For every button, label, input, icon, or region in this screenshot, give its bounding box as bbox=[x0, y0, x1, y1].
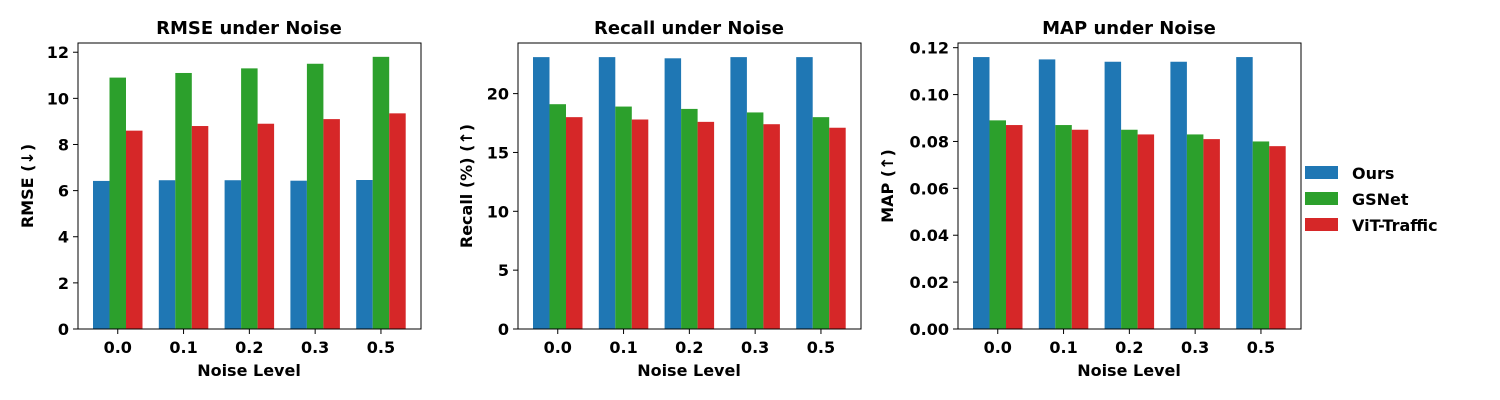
bar-vit-traffic-0-0 bbox=[126, 130, 143, 329]
bar-vit-traffic-0-2 bbox=[257, 123, 275, 329]
x-tick-label: 0.0 bbox=[984, 338, 1012, 357]
bar-ours-0-0 bbox=[93, 180, 110, 329]
bar-ours-0-3 bbox=[730, 57, 747, 330]
bar-ours-0-3 bbox=[290, 180, 307, 329]
bar-vit-traffic-0-1 bbox=[631, 119, 649, 329]
bar-gsnet-0-1 bbox=[1055, 125, 1072, 329]
x-tick-label: 0.3 bbox=[741, 338, 769, 357]
bar-vit-traffic-0-3 bbox=[1203, 139, 1220, 329]
panel-map: MAP under Noise Noise Level MAP (↑) 0.0 0… bbox=[878, 18, 1302, 380]
x-tick-label: 0.0 bbox=[104, 338, 132, 357]
legend-label-gsnet: GSNet bbox=[1352, 190, 1409, 209]
bar-gsnet-0-3 bbox=[746, 112, 764, 329]
bar-vit-traffic-0-5 bbox=[389, 113, 406, 329]
x-axis-label: Noise Level bbox=[1077, 361, 1181, 380]
x-tick-label: 0.2 bbox=[675, 338, 703, 357]
y-tick-label: 0 bbox=[498, 320, 509, 339]
y-tick-label: 5 bbox=[498, 261, 509, 280]
x-tick-label: 0.2 bbox=[235, 338, 263, 357]
panel-rmse: RMSE under Noise Noise Level RMSE (↓) 0.… bbox=[18, 18, 422, 380]
bar-vit-traffic-0-1 bbox=[191, 126, 209, 329]
bar-vit-traffic-0-0 bbox=[1006, 125, 1023, 329]
bar-gsnet-0-0 bbox=[109, 77, 126, 329]
bar-ours-0-3 bbox=[1170, 61, 1187, 329]
x-tick-label: 0.0 bbox=[544, 338, 572, 357]
x-tick-label: 0.3 bbox=[301, 338, 329, 357]
bar-gsnet-0-1 bbox=[175, 72, 192, 329]
x-axis-label: Noise Level bbox=[637, 361, 741, 380]
y-tick-label: 6 bbox=[58, 182, 69, 201]
bar-gsnet-0-3 bbox=[1186, 134, 1204, 329]
panel-title: RMSE under Noise bbox=[156, 18, 342, 39]
bar-vit-traffic-0-5 bbox=[829, 127, 846, 330]
bar-gsnet-0-2 bbox=[1121, 129, 1138, 329]
bar-ours-0-0 bbox=[973, 57, 990, 329]
bar-ours-0-5 bbox=[796, 57, 813, 330]
y-tick-label: 8 bbox=[58, 135, 69, 154]
panel-title: Recall under Noise bbox=[594, 18, 784, 39]
y-tick-label: 0 bbox=[58, 320, 69, 339]
x-tick-label: 0.5 bbox=[367, 338, 395, 357]
bar-ours-0-1 bbox=[598, 57, 616, 330]
y-tick-label: 10 bbox=[487, 202, 509, 221]
x-tick-label: 0.5 bbox=[807, 338, 835, 357]
bar-ours-0-2 bbox=[224, 180, 242, 329]
y-tick-label: 0.06 bbox=[910, 179, 949, 198]
y-tick-label: 0.08 bbox=[910, 132, 949, 151]
bar-ours-0-2 bbox=[1104, 61, 1122, 329]
y-tick-label: 0.02 bbox=[910, 273, 949, 292]
bar-gsnet-0-2 bbox=[681, 108, 698, 329]
y-axis-label: Recall (%) (↑) bbox=[457, 124, 476, 248]
bar-gsnet-0-2 bbox=[241, 68, 258, 330]
legend-swatch-gsnet bbox=[1305, 192, 1338, 205]
bar-ours-0-1 bbox=[1038, 59, 1056, 329]
legend-label-vit-traffic: ViT-Traffic bbox=[1352, 216, 1438, 235]
legend: Ours GSNet ViT-Traffic bbox=[1305, 164, 1438, 235]
y-tick-label: 4 bbox=[58, 228, 69, 247]
legend-swatch-ours bbox=[1305, 166, 1338, 179]
y-tick-label: 0.10 bbox=[910, 86, 949, 105]
x-tick-label: 0.3 bbox=[1181, 338, 1209, 357]
y-axis-label: MAP (↑) bbox=[878, 149, 897, 223]
bar-ours-0-2 bbox=[664, 58, 682, 330]
bar-gsnet-0-0 bbox=[549, 104, 566, 329]
bar-gsnet-0-5 bbox=[1252, 141, 1270, 329]
x-tick-label: 0.1 bbox=[1049, 338, 1077, 357]
bar-gsnet-0-5 bbox=[812, 117, 830, 330]
bar-vit-traffic-0-3 bbox=[323, 119, 340, 329]
bar-gsnet-0-3 bbox=[306, 63, 324, 329]
y-tick-label: 10 bbox=[47, 89, 69, 108]
panel-title: MAP under Noise bbox=[1042, 18, 1216, 39]
x-tick-label: 0.1 bbox=[169, 338, 197, 357]
x-tick-label: 0.1 bbox=[609, 338, 637, 357]
bar-ours-0-5 bbox=[356, 180, 373, 329]
y-axis-label: RMSE (↓) bbox=[18, 144, 37, 228]
y-tick-label: 15 bbox=[487, 143, 509, 162]
y-tick-label: 0.04 bbox=[910, 226, 949, 245]
bar-vit-traffic-0-3 bbox=[763, 124, 780, 330]
bar-gsnet-0-1 bbox=[615, 106, 632, 329]
panel-recall: Recall under Noise Noise Level Recall (%… bbox=[457, 18, 862, 380]
bar-vit-traffic-0-2 bbox=[697, 121, 715, 329]
y-tick-label: 12 bbox=[47, 43, 69, 62]
bar-ours-0-0 bbox=[533, 57, 550, 330]
x-tick-label: 0.5 bbox=[1247, 338, 1275, 357]
bar-vit-traffic-0-5 bbox=[1269, 146, 1286, 329]
y-tick-label: 0.12 bbox=[910, 39, 949, 58]
bar-gsnet-0-5 bbox=[372, 56, 390, 330]
bar-vit-traffic-0-2 bbox=[1137, 134, 1155, 329]
legend-swatch-vit-traffic bbox=[1305, 218, 1338, 231]
bar-ours-0-1 bbox=[158, 180, 176, 329]
y-tick-label: 20 bbox=[487, 85, 509, 104]
bar-vit-traffic-0-0 bbox=[566, 117, 583, 330]
x-axis-label: Noise Level bbox=[197, 361, 301, 380]
y-tick-label: 0.00 bbox=[910, 320, 949, 339]
bar-ours-0-5 bbox=[1236, 57, 1253, 329]
bar-vit-traffic-0-1 bbox=[1071, 129, 1089, 329]
y-tick-label: 2 bbox=[58, 274, 69, 293]
legend-label-ours: Ours bbox=[1352, 164, 1394, 183]
bar-gsnet-0-0 bbox=[989, 120, 1006, 329]
x-tick-label: 0.2 bbox=[1115, 338, 1143, 357]
